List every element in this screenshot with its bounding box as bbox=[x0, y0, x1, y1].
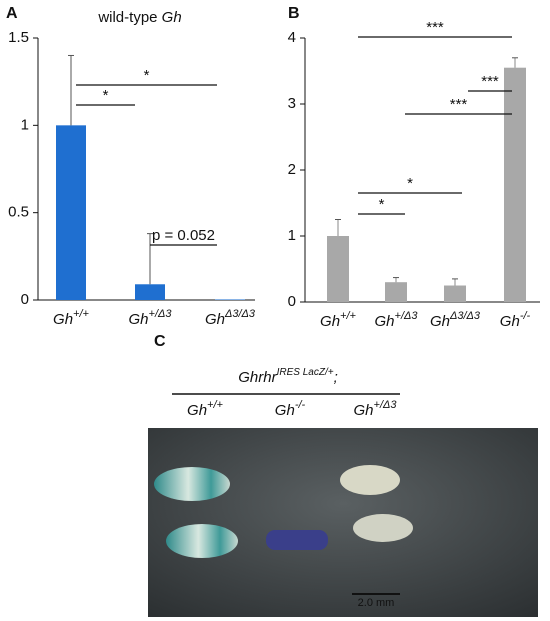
label-superscript: +/Δ3 bbox=[149, 308, 173, 320]
label-base: Gh bbox=[500, 313, 520, 330]
superscript: IRES LacZ/+ bbox=[277, 367, 334, 378]
error-bar bbox=[512, 57, 518, 68]
label-base: Gh bbox=[187, 402, 207, 419]
y-tick-label: 1 bbox=[21, 116, 29, 133]
panel-label: C bbox=[154, 333, 166, 350]
chart-title: wild-type Gh bbox=[97, 9, 181, 26]
label-superscript: +/+ bbox=[73, 308, 89, 320]
bar bbox=[504, 67, 526, 302]
significance-label: * bbox=[379, 196, 385, 213]
significance-label: * bbox=[407, 175, 413, 192]
label-base: Gh bbox=[205, 311, 225, 328]
y-tick-label: 3 bbox=[288, 95, 296, 112]
panel-label: B bbox=[288, 5, 300, 22]
tissue bbox=[266, 530, 328, 550]
label-base: Gh bbox=[354, 402, 374, 419]
x-tick-label: Gh+/+ bbox=[320, 310, 356, 330]
bar bbox=[215, 299, 245, 300]
significance-label: *** bbox=[450, 96, 468, 113]
photo-column-label: Gh-/- bbox=[275, 399, 306, 419]
x-tick-label: Gh+/Δ3 bbox=[375, 310, 419, 330]
gene: Ghrhr bbox=[238, 369, 277, 386]
y-tick-label: 1.5 bbox=[8, 29, 29, 46]
panel-label: A bbox=[6, 5, 18, 22]
title-text: wild-type bbox=[97, 9, 161, 26]
label-superscript: +/Δ3 bbox=[374, 399, 398, 411]
bar bbox=[385, 282, 407, 302]
significance-label: * bbox=[103, 87, 109, 104]
y-tick-label: 0 bbox=[21, 291, 29, 308]
photo-column-label: Gh+/Δ3 bbox=[354, 399, 398, 419]
label-superscript: +/+ bbox=[340, 310, 356, 322]
tissue bbox=[340, 465, 400, 495]
error-bar bbox=[452, 278, 458, 286]
photo: 2.0 mm C GhrhrIRES LacZ/+; bbox=[148, 333, 538, 617]
photo-background bbox=[148, 428, 538, 617]
bar bbox=[327, 236, 349, 302]
error-bar bbox=[393, 277, 399, 283]
tissue bbox=[166, 524, 238, 558]
label-superscript: -/- bbox=[295, 399, 306, 411]
label-superscript: -/- bbox=[520, 310, 531, 322]
significance-label: *** bbox=[426, 19, 444, 36]
x-tick-label: GhΔ3/Δ3 bbox=[205, 308, 256, 328]
y-tick-label: 1 bbox=[288, 227, 296, 244]
y-tick-label: 4 bbox=[288, 29, 296, 46]
label-superscript: Δ3/Δ3 bbox=[224, 308, 256, 320]
y-tick-label: 2 bbox=[288, 161, 296, 178]
suffix: ; bbox=[334, 369, 338, 386]
label-base: Gh bbox=[275, 402, 295, 419]
x-tick-label: Gh+/+ bbox=[53, 308, 89, 328]
bar bbox=[135, 284, 165, 300]
x-tick-label: Gh-/- bbox=[500, 310, 531, 330]
y-tick-label: 0.5 bbox=[8, 204, 29, 221]
label-superscript: +/Δ3 bbox=[395, 310, 419, 322]
genotype-header: GhrhrIRES LacZ/+; bbox=[238, 367, 337, 386]
tissue bbox=[154, 467, 230, 501]
y-tick-label: 0 bbox=[288, 293, 296, 310]
tissue bbox=[353, 514, 413, 542]
x-tick-label: Gh+/Δ3 bbox=[129, 308, 173, 328]
error-bar bbox=[335, 219, 341, 236]
error-bar bbox=[147, 233, 153, 285]
bar bbox=[56, 125, 86, 300]
significance-label: * bbox=[144, 67, 150, 84]
photo-column-label: Gh+/+ bbox=[187, 399, 223, 419]
x-tick-label: GhΔ3/Δ3 bbox=[430, 310, 481, 330]
label-superscript: Δ3/Δ3 bbox=[449, 310, 481, 322]
label-base: Gh bbox=[53, 311, 73, 328]
label-base: Gh bbox=[129, 311, 149, 328]
scale-bar-label: 2.0 mm bbox=[358, 597, 395, 609]
label-superscript: +/+ bbox=[207, 399, 223, 411]
label-base: Gh bbox=[320, 313, 340, 330]
significance-label: *** bbox=[481, 73, 499, 90]
significance-label: p = 0.052 bbox=[152, 227, 215, 244]
bar bbox=[444, 285, 466, 302]
error-bar bbox=[68, 54, 74, 126]
label-base: Gh bbox=[430, 313, 450, 330]
label-base: Gh bbox=[375, 313, 395, 330]
title-gene: Gh bbox=[162, 9, 182, 26]
